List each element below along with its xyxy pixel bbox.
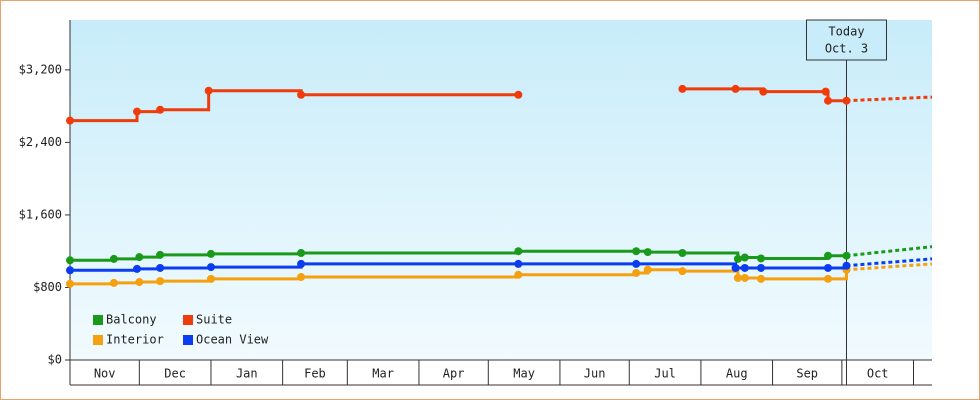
- y-tick-label: $3,200: [19, 62, 62, 76]
- legend-label: Interior: [106, 333, 164, 347]
- data-point: [824, 251, 833, 260]
- data-point: [733, 273, 742, 282]
- legend-label: Suite: [196, 313, 232, 327]
- data-point: [756, 263, 765, 272]
- data-point: [135, 253, 144, 262]
- today-label: Today: [828, 25, 864, 39]
- data-point: [297, 249, 306, 258]
- data-point: [206, 274, 215, 283]
- data-point: [678, 84, 687, 93]
- data-point: [204, 86, 213, 95]
- data-point: [731, 263, 740, 272]
- data-point: [156, 263, 165, 272]
- data-point: [156, 105, 165, 114]
- data-point: [632, 259, 641, 268]
- x-tick-label: Mar: [372, 367, 394, 381]
- x-tick-label: Dec: [164, 367, 186, 381]
- data-point: [756, 254, 765, 263]
- legend-label: Balcony: [106, 313, 157, 327]
- data-point: [678, 249, 687, 258]
- forecast-line: [846, 257, 933, 268]
- data-point: [156, 250, 165, 259]
- data-point: [109, 254, 118, 263]
- legend-swatch: [183, 335, 193, 345]
- data-point: [821, 87, 830, 96]
- forecast-line: [846, 245, 933, 258]
- data-point: [514, 270, 523, 279]
- x-tick-label: Sep: [796, 367, 818, 381]
- data-point: [643, 265, 652, 274]
- x-tick-label: Jan: [236, 367, 258, 381]
- data-point: [206, 249, 215, 258]
- y-tick-label: $800: [33, 280, 62, 294]
- data-point: [733, 254, 742, 263]
- data-point: [206, 263, 215, 272]
- data-point: [66, 279, 74, 288]
- data-point: [297, 259, 306, 268]
- x-tick-label: Aug: [726, 367, 748, 381]
- data-point: [824, 263, 833, 272]
- data-point: [514, 259, 523, 268]
- data-point: [740, 253, 749, 262]
- data-point: [133, 264, 142, 273]
- data-point: [824, 274, 833, 283]
- data-point: [740, 263, 749, 272]
- x-tick-label: Nov: [94, 367, 116, 381]
- data-point: [632, 247, 641, 256]
- data-point: [731, 84, 740, 93]
- y-tick-label: $0: [48, 353, 62, 367]
- x-tick-label: Jun: [584, 367, 606, 381]
- legend-swatch: [93, 315, 103, 325]
- data-point: [740, 273, 749, 282]
- data-point: [135, 278, 144, 287]
- data-point: [66, 116, 74, 125]
- data-point: [756, 274, 765, 283]
- data-point: [842, 96, 851, 105]
- x-tick-label: Feb: [304, 367, 326, 381]
- data-point: [643, 248, 652, 257]
- data-point: [678, 267, 687, 276]
- x-tick-label: Jul: [654, 367, 676, 381]
- data-point: [842, 261, 851, 270]
- legend-swatch: [183, 315, 193, 325]
- data-point: [66, 266, 74, 275]
- data-point: [632, 268, 641, 277]
- data-point: [66, 256, 74, 265]
- today-box: [805, 19, 887, 61]
- data-point: [514, 90, 523, 99]
- plot-area: [70, 20, 932, 360]
- data-point: [109, 278, 118, 287]
- data-point: [514, 247, 523, 256]
- x-tick-label: Oct: [867, 367, 889, 381]
- data-point: [842, 251, 851, 260]
- y-tick-label: $1,600: [19, 207, 62, 221]
- x-tick-label: Apr: [443, 367, 465, 381]
- legend-label: Ocean View: [196, 333, 269, 347]
- forecast-line: [846, 95, 933, 103]
- legend-swatch: [93, 335, 103, 345]
- forecast-line: [846, 262, 933, 272]
- data-point: [824, 96, 833, 105]
- y-tick-label: $2,400: [19, 135, 62, 149]
- data-point: [133, 107, 142, 116]
- data-point: [297, 90, 306, 99]
- data-point: [297, 273, 306, 282]
- x-tick-label: May: [513, 367, 535, 381]
- today-date: Oct. 3: [825, 42, 868, 56]
- data-point: [156, 277, 165, 286]
- data-point: [759, 87, 768, 96]
